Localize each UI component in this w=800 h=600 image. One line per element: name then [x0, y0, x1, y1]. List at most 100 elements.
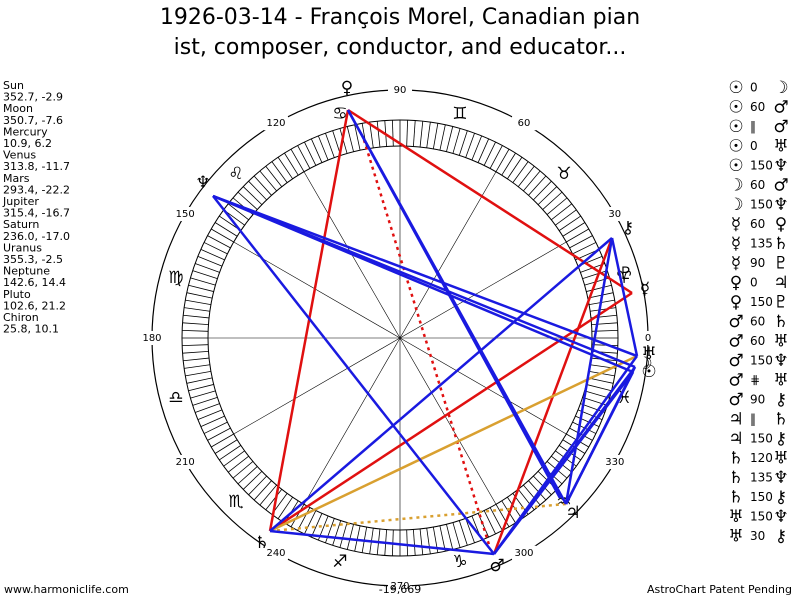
planet-coords: 313.8, -11.7	[3, 160, 70, 173]
aspect-from: ♂	[728, 371, 743, 391]
aspect-line	[269, 529, 495, 556]
ring-tick	[406, 529, 409, 556]
aspect-to: ♆	[773, 351, 788, 371]
degree-label: 270	[390, 581, 409, 592]
aspect-type: 150	[750, 354, 773, 368]
label-bg	[173, 455, 198, 469]
planet-name: Jupiter	[2, 195, 39, 208]
degree-label: 120	[266, 118, 285, 129]
aspect-from: ☉	[728, 98, 743, 118]
ring-tick	[346, 126, 354, 152]
ring-tick	[376, 121, 381, 148]
ring-tick	[192, 270, 218, 280]
ring-tick	[195, 263, 220, 273]
label-bg	[140, 331, 164, 345]
spoke	[303, 337, 401, 505]
planet-coords: 355.3, -2.5	[3, 253, 63, 266]
aspect-to: ⚷	[775, 390, 787, 410]
aspect-line	[610, 237, 639, 357]
ring-tick	[203, 242, 228, 255]
aspect-type: 150	[750, 295, 773, 309]
aspect-type: 60	[750, 334, 765, 348]
ring-tick	[190, 390, 216, 399]
aspect-from: ♀	[730, 293, 742, 313]
ring-tick	[551, 203, 573, 221]
planet-name: Uranus	[3, 241, 42, 254]
ring-tick	[426, 122, 431, 148]
ring-tick	[452, 128, 461, 154]
aspect-to: ♂	[773, 176, 788, 196]
ring-tick	[188, 284, 214, 292]
degree-label: 150	[176, 209, 195, 220]
ring-tick	[259, 170, 277, 192]
aspect-type: 135	[750, 237, 773, 251]
ring-tick	[582, 270, 608, 280]
ring-tick	[271, 161, 288, 183]
ring-tick	[259, 484, 277, 506]
aspect-to: ♂	[773, 98, 788, 118]
zodiac-sign: ♍	[168, 268, 183, 288]
aspect-to: ♇	[773, 293, 788, 313]
aspect-from: ♄	[728, 488, 743, 508]
aspect-type: 0	[750, 276, 758, 290]
spoke	[233, 337, 401, 435]
ring-tick	[203, 421, 228, 434]
degree-label: 300	[514, 548, 533, 559]
ring-tick	[297, 507, 311, 531]
ring-tick	[346, 524, 354, 550]
ring-tick	[219, 445, 242, 461]
planet-glyph: ♅	[641, 344, 656, 364]
title-line: ist, composer, conductor, and educator..…	[174, 35, 627, 60]
degree-label: 240	[266, 548, 285, 559]
ring-tick	[419, 121, 424, 148]
aspect-from: ☉	[728, 156, 743, 176]
ring-tick	[566, 228, 589, 243]
ring-tick	[483, 510, 496, 535]
aspect-from: ☽	[728, 195, 743, 215]
zodiac-sign: ♐	[332, 552, 347, 572]
planet-glyphs: ☉ ☽ ☿ ♀ ♂ ♃ ♄ ♅ ♆ ♇ ⚷	[195, 78, 656, 576]
label-bg	[264, 545, 288, 560]
ring-tick	[537, 186, 558, 205]
aspect-to: ⚷	[775, 488, 787, 508]
ring-tick	[495, 149, 510, 172]
spoke	[399, 171, 497, 339]
ring-tick	[211, 433, 234, 448]
aspect-from: ♅	[728, 527, 743, 547]
zodiac-sign: ♏	[228, 492, 243, 512]
aspect-to: ♄	[773, 410, 788, 430]
ring-tick	[419, 528, 424, 555]
planet-coords: 352.7, -2.9	[3, 91, 63, 104]
footer-right: AstroChart Patent Pending	[647, 583, 792, 596]
planet-glyph: ⚷	[622, 218, 634, 238]
ring-tick	[214, 439, 238, 454]
ring-tick	[412, 120, 416, 147]
label-bg	[388, 579, 412, 593]
planet-name: Mercury	[3, 125, 48, 138]
ring-tick	[227, 203, 249, 221]
degree-label: 210	[176, 457, 195, 468]
planet-name: Pluto	[3, 288, 31, 301]
aspect-line	[347, 108, 633, 295]
ring-tick	[569, 235, 593, 249]
aspect-type: ⋕	[750, 373, 760, 387]
planet-coords: 293.4, -22.2	[3, 183, 70, 196]
zodiac-sign: ♓	[616, 388, 631, 408]
aspect-from: ♃	[728, 410, 743, 430]
ring-tick	[555, 209, 577, 226]
planet-name: Saturn	[3, 218, 39, 231]
planet-coords: 102.6, 21.2	[3, 299, 66, 312]
aspect-to: ♆	[773, 468, 788, 488]
aspect-type: 150	[750, 159, 773, 173]
aspect-from: ☽	[728, 176, 743, 196]
ring-tick	[584, 390, 610, 399]
aspect-from: ♀	[730, 273, 742, 293]
ring-tick	[332, 520, 342, 546]
footer-center: -19,669	[379, 583, 421, 596]
aspect-to: ♆	[773, 195, 788, 215]
ring-tick	[186, 292, 213, 299]
ring-tick	[458, 520, 468, 546]
aspect-line	[212, 195, 495, 555]
